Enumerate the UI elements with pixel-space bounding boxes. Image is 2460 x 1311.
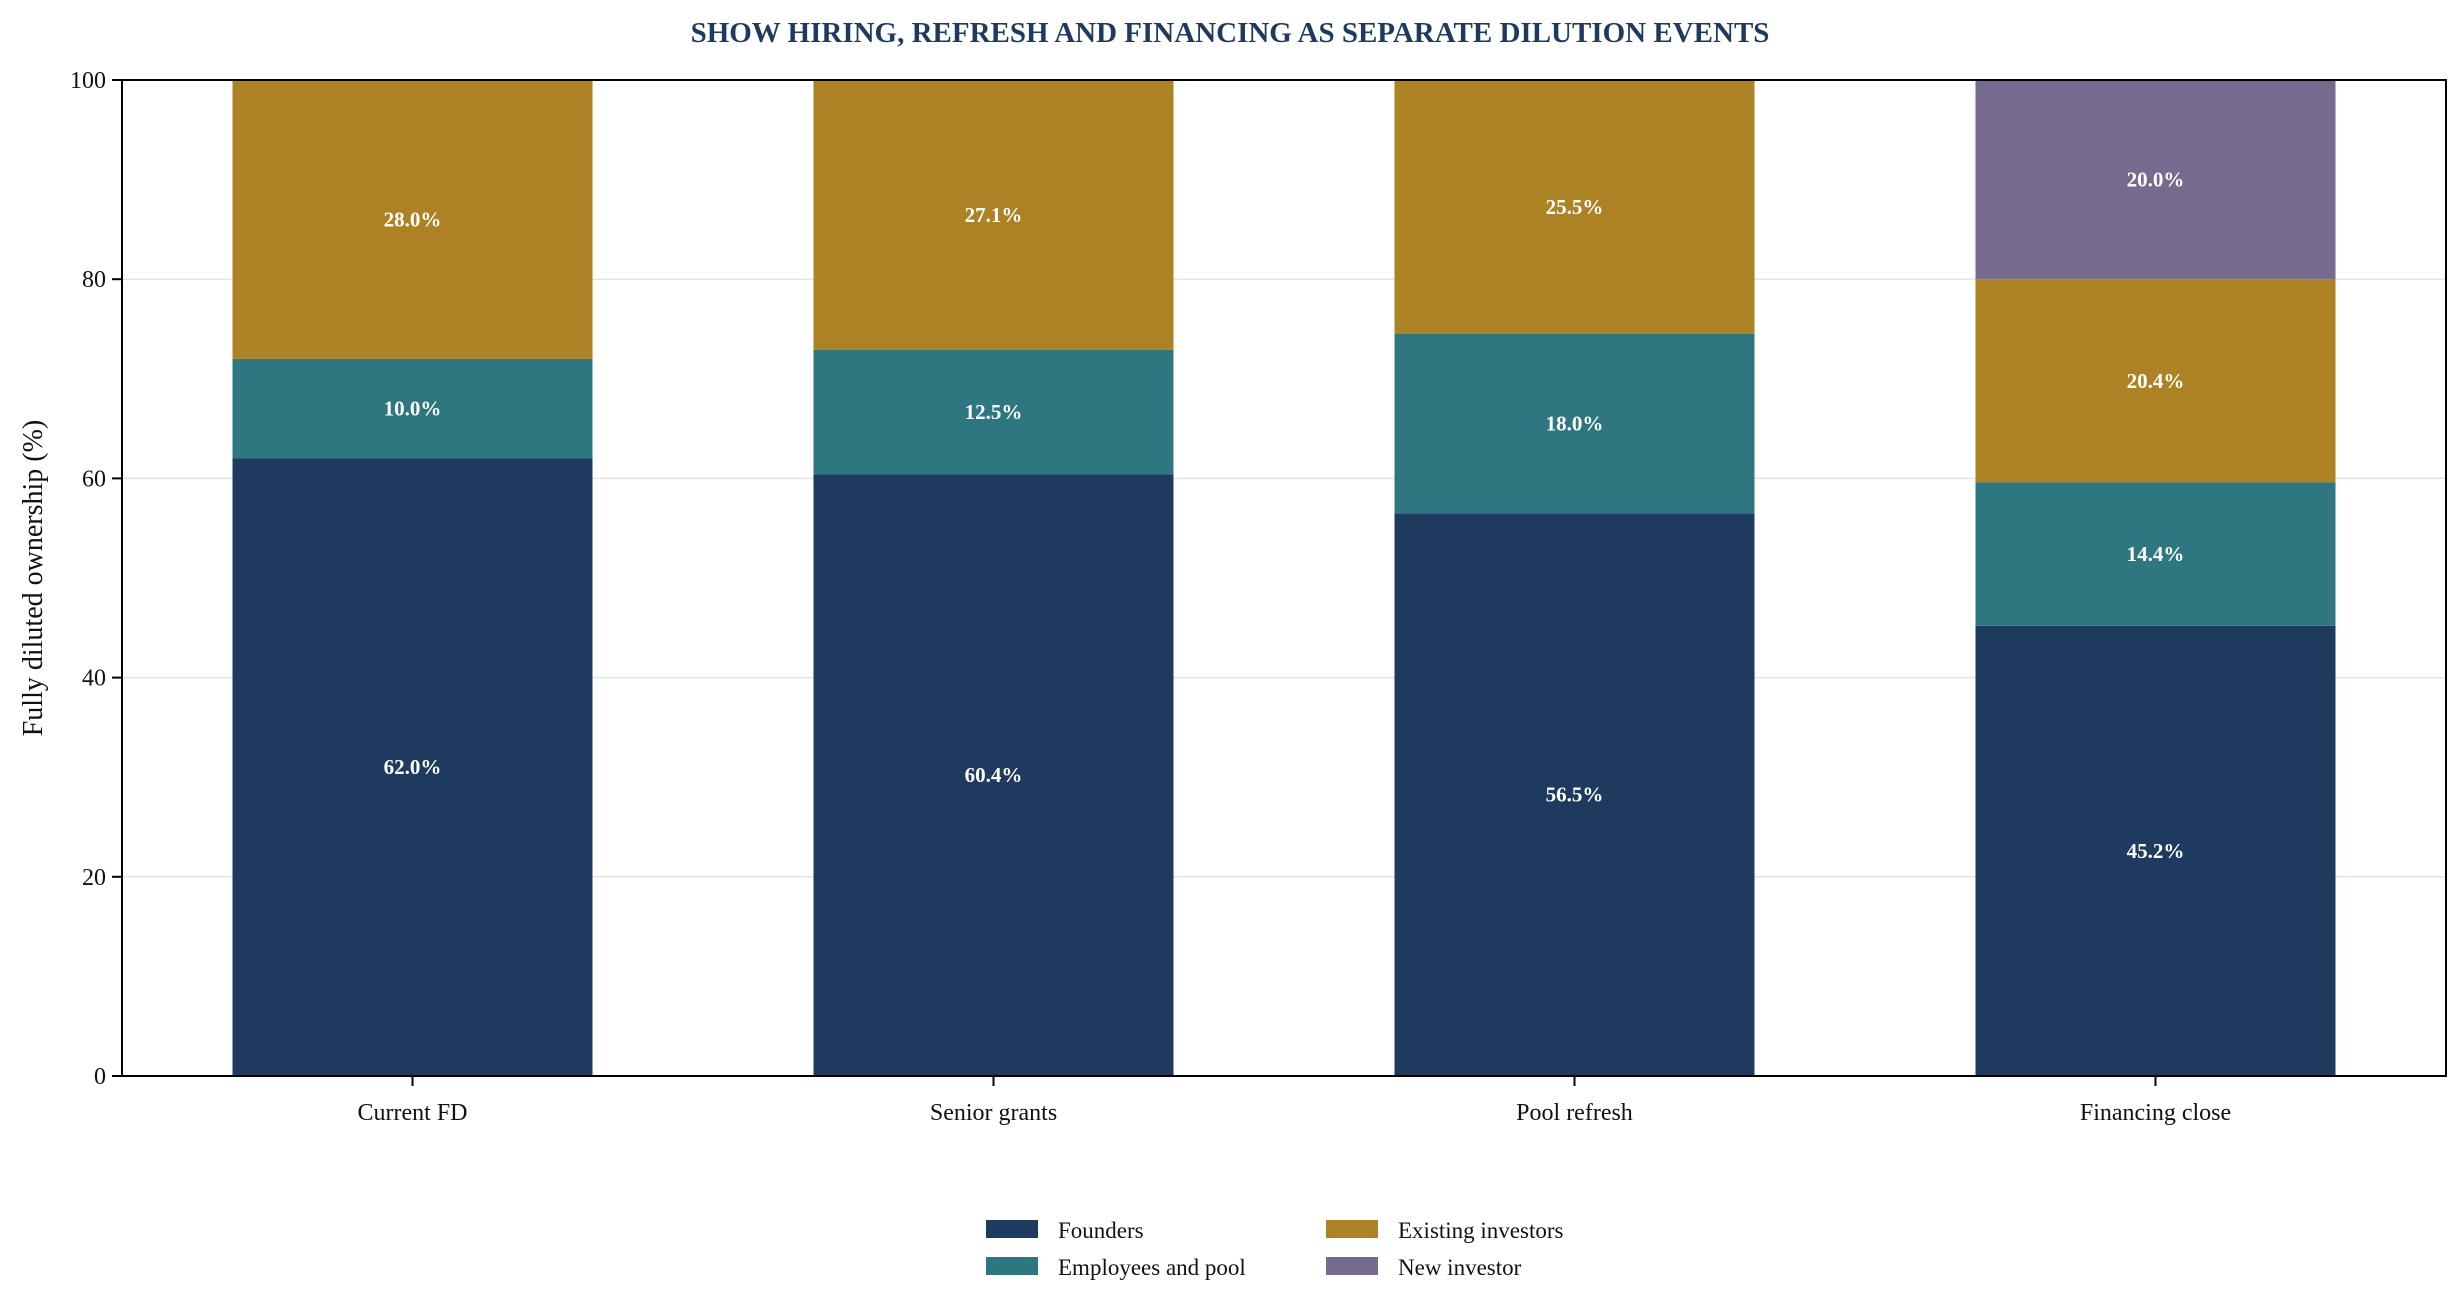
legend-swatch <box>986 1257 1038 1275</box>
plot-frame <box>121 79 2447 1077</box>
legend-item: Existing investors <box>1326 1218 1564 1243</box>
y-tick-label: 100 <box>70 68 106 94</box>
y-tick-label: 0 <box>94 1064 106 1090</box>
x-axis: Current FD Senior grants Pool refresh Finan… <box>358 1076 2231 1126</box>
bar-segment <box>232 358 593 459</box>
bar-segment <box>813 474 1174 1076</box>
y-axis-label: Fully diluted ownership (%) <box>18 420 49 737</box>
bar-segment <box>813 349 1174 475</box>
bar-segment <box>1394 513 1755 1076</box>
legend-label: Founders <box>1058 1218 1144 1243</box>
bar-labels: 62.0% 10.0% 28.0% 60.4% 12.5% 27.1% 56.5% 18.0%… <box>384 168 2185 863</box>
y-tick-label: 80 <box>82 267 106 293</box>
legend-swatch <box>986 1220 1038 1238</box>
x-tick-label: Senior grants <box>930 1100 1057 1126</box>
x-tick-label: Pool refresh <box>1516 1100 1633 1126</box>
bars <box>232 80 2336 1077</box>
data-label: 12.5% <box>965 400 1023 424</box>
legend: Founders Employees and pool Existing inves… <box>986 1218 1564 1280</box>
x-tick-label: Financing close <box>2080 1100 2231 1126</box>
x-tick-label: Current FD <box>358 1100 468 1126</box>
bar-segment <box>232 458 593 1077</box>
data-label: 27.1% <box>965 203 1023 227</box>
data-label: 25.5% <box>1546 195 1604 219</box>
legend-item: New investor <box>1326 1255 1522 1280</box>
y-tick-label: 60 <box>82 466 106 492</box>
chart-title: SHOW HIRING, REFRESH AND FINANCING AS SE… <box>691 17 1770 49</box>
bar-segment <box>1975 482 2336 626</box>
data-label: 60.4% <box>965 763 1023 787</box>
data-label: 56.5% <box>1546 783 1604 807</box>
data-label: 20.4% <box>2127 369 2185 393</box>
bar-segment <box>1394 80 1755 334</box>
bar-segment <box>1975 279 2336 483</box>
legend-swatch <box>1326 1257 1378 1275</box>
legend-label: New investor <box>1398 1255 1522 1280</box>
data-label: 20.0% <box>2127 168 2185 192</box>
legend-swatch <box>1326 1220 1378 1238</box>
y-tick-label: 40 <box>82 666 106 692</box>
data-label: 10.0% <box>384 397 442 421</box>
data-label: 14.4% <box>2127 542 2185 566</box>
data-label: 28.0% <box>384 207 442 231</box>
bar-segment <box>1975 625 2336 1076</box>
bar-segment <box>813 80 1174 350</box>
data-label: 45.2% <box>2127 839 2185 863</box>
legend-item: Founders <box>986 1218 1144 1243</box>
bar-segment <box>1975 80 2336 280</box>
y-axis: 0 20 40 60 80 100 <box>70 68 122 1090</box>
y-tick-label: 20 <box>82 865 106 891</box>
legend-item: Employees and pool <box>986 1255 1246 1280</box>
data-label: 18.0% <box>1546 412 1604 436</box>
data-label: 62.0% <box>384 755 442 779</box>
legend-label: Employees and pool <box>1058 1255 1246 1280</box>
legend-label: Existing investors <box>1398 1218 1564 1243</box>
bar-segment <box>232 80 593 359</box>
bar-segment <box>1394 333 1755 514</box>
